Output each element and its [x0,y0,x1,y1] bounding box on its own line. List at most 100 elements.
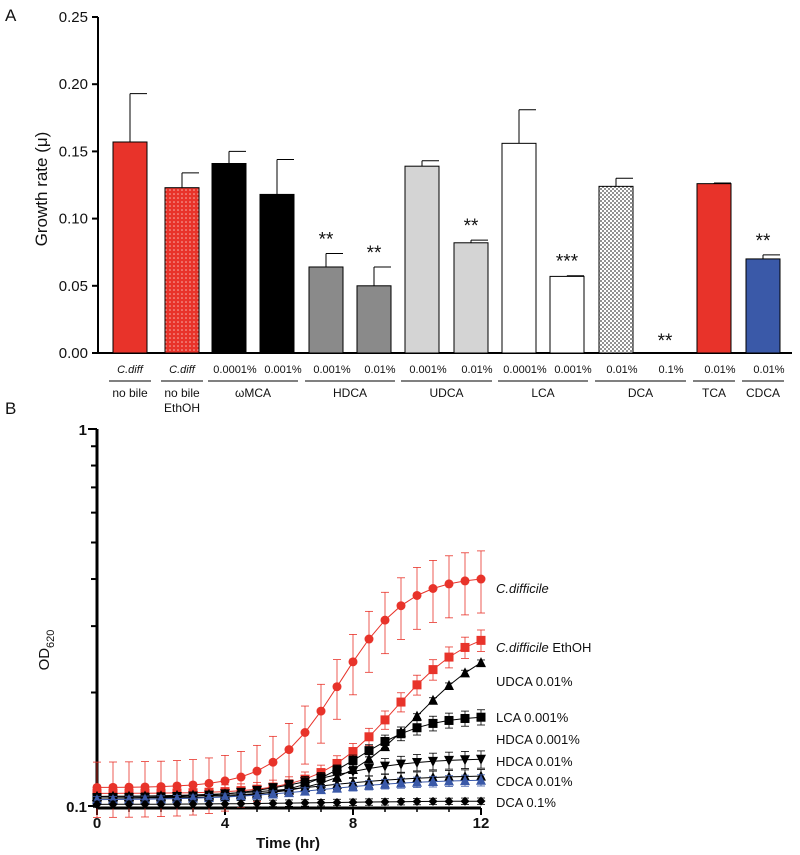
data-point [316,798,326,808]
data-point [428,665,438,675]
data-point [396,729,406,739]
legend-label-text: DCA 0.1% [496,795,556,810]
bar [501,142,537,354]
data-point [380,778,390,789]
data-point [204,792,214,803]
bar-category-label: 0.01% [753,364,784,376]
bar-category-label: 0.001% [313,364,351,376]
data-point [412,758,422,769]
data-point [124,799,134,809]
panel-a-y-tick-label: 0.20 [59,76,88,93]
bar [404,165,440,354]
data-point [348,657,358,667]
legend-label-text: LCA 0.001% [496,710,569,725]
data-point [412,590,422,600]
data-point [252,799,262,809]
data-point [460,576,470,586]
data-point [476,796,486,806]
data-point [428,756,438,767]
data-point [476,574,486,584]
group-label: no bile [164,386,200,400]
bar [211,162,247,354]
data-point [428,583,438,593]
panel-b-x-tick-label: 12 [473,815,490,832]
bar-category-label: 0.0001% [213,364,257,376]
group-label: EthOH [164,401,200,415]
data-point [476,712,486,722]
panel-a-y-tick-label: 0.05 [59,278,88,295]
data-point [252,766,262,776]
panel-a-y-tick-label: 0.15 [59,143,88,160]
legend-label-italic: C.difficile [496,581,549,596]
legend-label: C.difficile EthOH [496,640,591,655]
data-point [364,634,374,644]
data-point [252,789,262,800]
data-point [204,799,214,809]
group-label: no bile [112,386,148,400]
data-point [428,718,438,728]
panel-a-bars: ************* [112,93,781,354]
bar [259,193,295,354]
panel-b-y-tick-label: 0.1 [66,799,87,816]
panel-a-y-axis-label: Growth rate (μ) [32,132,51,247]
legend-label: C.difficile [496,581,549,596]
bar [549,275,585,354]
data-point [460,775,470,786]
data-point [140,799,150,809]
panel-a-y-tick-label: 0.10 [59,211,88,228]
panel-b-axes: 0.1 1 0 4 8 12 [66,422,489,832]
data-point [396,759,406,770]
panel-b-x-tick-label: 4 [221,815,230,832]
significance-marker: ** [658,331,673,352]
data-point [236,790,246,801]
data-point [348,781,358,792]
data-point [316,784,326,795]
data-point [332,782,342,793]
bar-category-label: 0.01% [461,364,492,376]
bar-category-label: 0.001% [554,364,592,376]
series-dca-0-1- [92,796,486,809]
data-point [364,779,374,790]
data-point [156,799,166,809]
legend-label-text: UDCA 0.01% [496,674,573,689]
bar [696,183,732,354]
bar [453,242,489,354]
significance-marker: ** [319,230,334,251]
bar-category-label: C.diff [169,364,196,376]
group-label: ωMCA [235,386,271,400]
data-point [460,667,470,678]
significance-marker: ** [464,216,479,237]
data-point [364,732,374,742]
panel-b-x-tick-label: 0 [93,815,101,832]
panel-b-y-axis-label: OD620 [36,630,57,671]
data-point [332,770,342,781]
data-point [188,792,198,803]
panel-a-y-tick-label: 0.25 [59,9,88,26]
data-point [364,764,374,775]
data-point [220,776,230,786]
data-point [412,776,422,787]
bar-category-label: 0.01% [704,364,735,376]
data-point [444,652,454,662]
panel-b-x-axis-label: Time (hr) [256,835,320,852]
data-point [380,736,390,746]
data-point [396,777,406,788]
data-point [284,798,294,808]
data-point [300,785,310,796]
data-point [316,773,326,784]
group-label: DCA [628,386,653,400]
panel-b-label: B [5,399,16,418]
legend-label: HDCA 0.001% [496,732,580,747]
data-point [236,799,246,809]
bar-category-label: 0.01% [606,364,637,376]
legend-label-text: HDCA 0.01% [496,754,573,769]
data-point [476,635,486,645]
panel-a-bar-chart: A Growth rate (μ) 0.00 0.05 0.10 0.15 0.20 0.… [5,6,792,415]
data-point [92,799,102,809]
data-point [412,723,422,733]
data-point [444,775,454,786]
data-point [92,794,102,805]
data-point [268,757,278,767]
panel-a-category-labels: C.diff C.diff 0.0001% 0.001% 0.001% 0.01% 0.00… [109,364,785,415]
data-point [300,798,310,808]
